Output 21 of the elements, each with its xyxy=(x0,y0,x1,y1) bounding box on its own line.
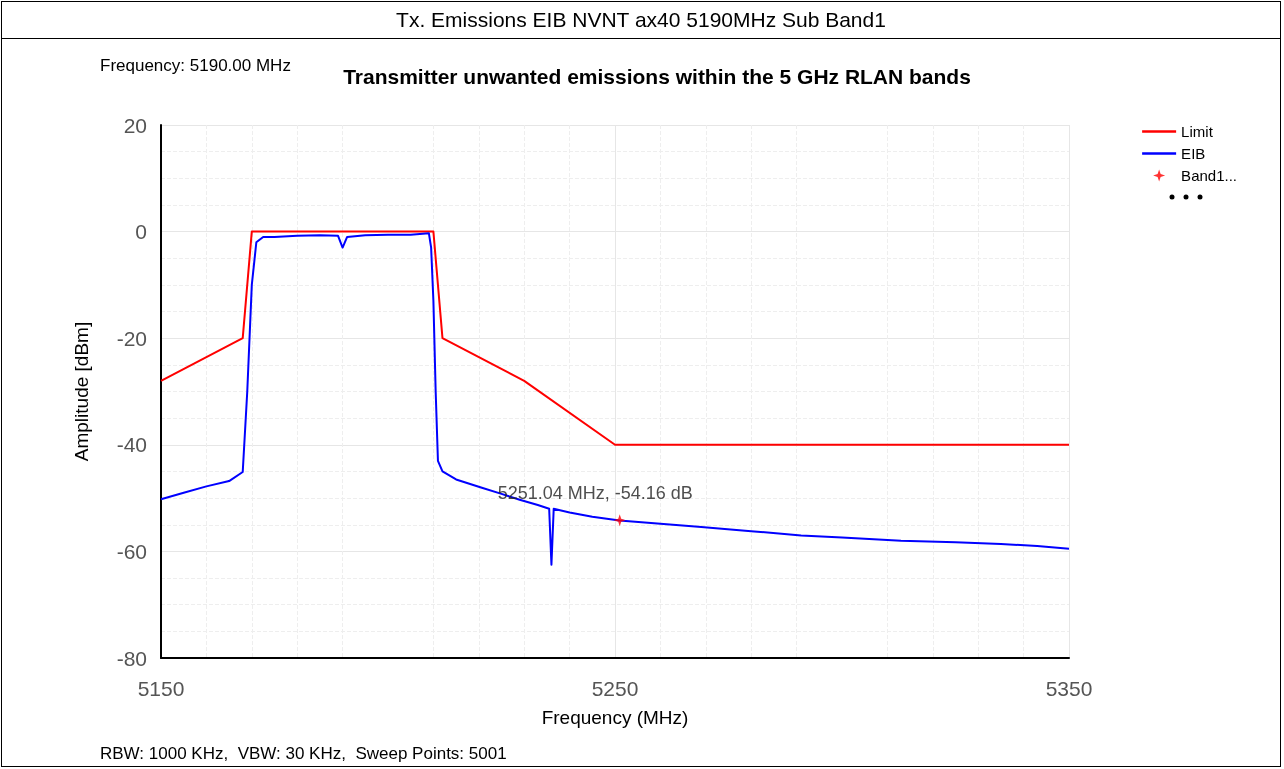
x-tick-label: 5250 xyxy=(591,677,639,700)
y-tick-label: -80 xyxy=(116,646,147,670)
y-tick-label: -40 xyxy=(116,433,147,457)
y-axis-title: Amplitude [dBm] xyxy=(71,321,92,462)
legend-label: EIB xyxy=(1181,145,1206,162)
y-tick-label: 0 xyxy=(135,220,147,244)
x-tick-label: 5150 xyxy=(137,677,185,700)
chart-title: Tx. Emissions EIB NVNT ax40 5190MHz Sub Band1 xyxy=(2,2,1280,39)
text: RBW: 1000 KHz, VBW: 30 KHz, Sweep Points: 5001 xyxy=(100,744,507,763)
y-tick-label: 20 xyxy=(123,113,147,137)
annotation: 5251.04 MHz, -54.16 dB xyxy=(497,483,693,504)
legend-label: Limit xyxy=(1181,123,1214,140)
line-series xyxy=(160,232,1070,566)
y-tick-label: -20 xyxy=(116,326,147,350)
line-series xyxy=(160,230,1070,446)
legend-label: Band1... xyxy=(1181,167,1238,184)
y-tick-label: -60 xyxy=(116,539,147,563)
text: Frequency: 5190.00 MHz xyxy=(100,56,291,75)
x-tick-label: 5350 xyxy=(1045,677,1093,700)
chart-subtitle: Transmitter unwanted emissions within the 5 GHz RLAN bands xyxy=(343,65,971,88)
x-axis-title: Frequency (MHz) xyxy=(541,707,689,728)
